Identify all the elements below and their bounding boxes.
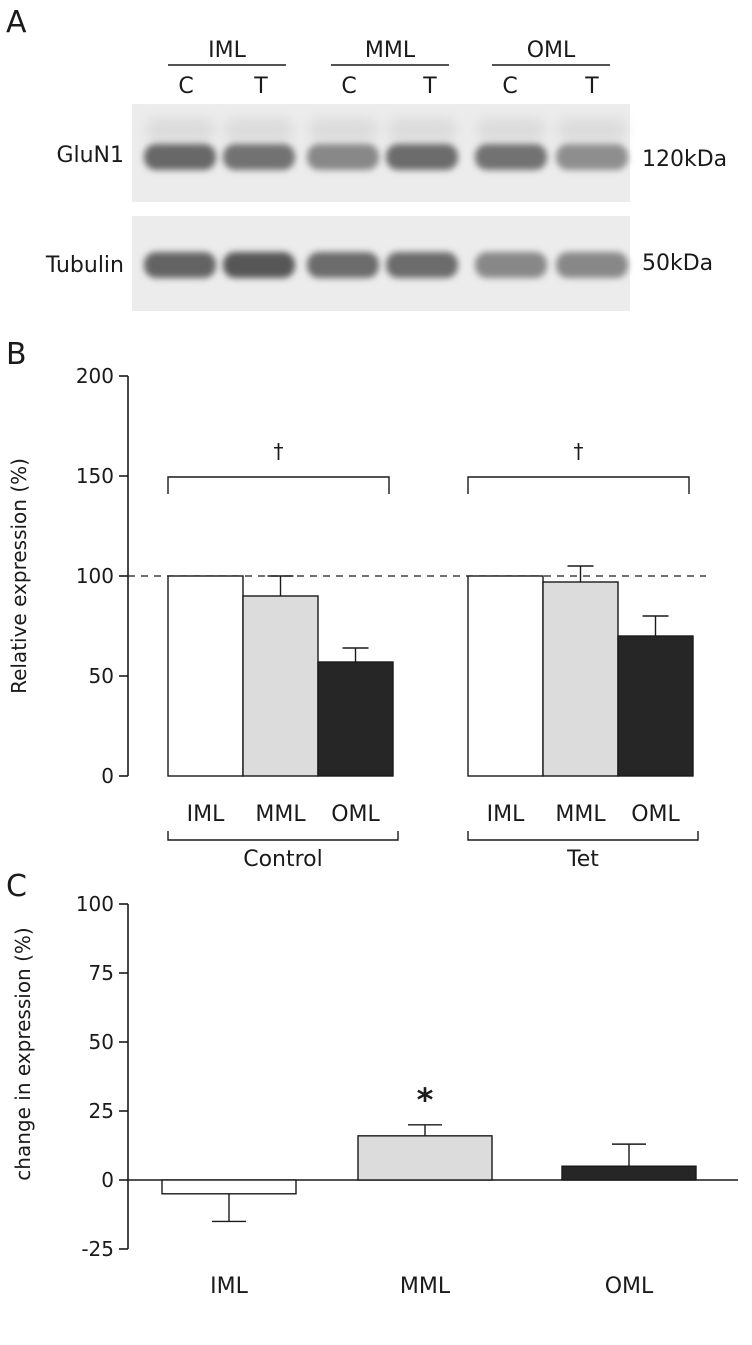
lane-group-label: MML xyxy=(365,38,416,63)
blot-band xyxy=(556,144,628,170)
significance-bracket xyxy=(167,476,390,494)
molecular-weight-label: 120kDa xyxy=(642,147,727,172)
category-label-b: OML xyxy=(631,802,680,827)
lane-group-label: OML xyxy=(527,38,576,63)
category-label-c: IML xyxy=(210,1274,248,1299)
chart-b: 0 50 100 150 200 IML MML OML † Control IML MML OML † T… xyxy=(76,364,706,872)
blot-band xyxy=(144,144,216,170)
blot-band xyxy=(475,252,547,278)
y-tick-label-b: 200 xyxy=(76,364,114,388)
category-label-b: MML xyxy=(555,802,606,827)
blots: GluN1 120kDa Tubulin 50kDa xyxy=(45,104,727,311)
blot-band xyxy=(386,144,458,170)
blot-smear xyxy=(309,118,377,142)
group-label: Tet xyxy=(566,847,599,872)
category-label-c: OML xyxy=(605,1274,654,1299)
blot-band xyxy=(556,252,628,278)
blot-band xyxy=(475,144,547,170)
y-axis-title-c: change in expression (%) xyxy=(11,927,35,1180)
category-label-b: OML xyxy=(331,802,380,827)
bar-b xyxy=(617,635,694,777)
bar-b xyxy=(467,575,544,777)
blot-smear xyxy=(388,118,456,142)
bar-c xyxy=(357,1135,493,1181)
category-label-c: MML xyxy=(400,1274,451,1299)
significance-asterisk: * xyxy=(417,1081,434,1119)
bar-c xyxy=(161,1179,297,1195)
blot-band xyxy=(144,252,216,278)
bar-c xyxy=(561,1165,697,1181)
blot-smear xyxy=(558,118,626,142)
blot-band xyxy=(386,252,458,278)
protein-label: Tubulin xyxy=(45,253,124,278)
blot-band xyxy=(223,252,295,278)
bar-b xyxy=(167,575,244,777)
category-label-b: IML xyxy=(487,802,525,827)
y-tick-label-b: 150 xyxy=(76,464,114,488)
protein-label: GluN1 xyxy=(56,143,124,168)
molecular-weight-label: 50kDa xyxy=(642,251,713,276)
y-tick-label-c: 75 xyxy=(89,961,114,985)
y-tick-label-b: 100 xyxy=(76,564,114,588)
significance-dagger: † xyxy=(574,439,584,463)
lane-group-label: IML xyxy=(208,38,246,63)
lane-label: C xyxy=(178,74,193,99)
blot-smear xyxy=(477,118,545,142)
group-bracket xyxy=(167,831,399,841)
y-tick-label-c: 50 xyxy=(89,1030,114,1054)
group-label: Control xyxy=(243,847,323,872)
group-bracket xyxy=(467,831,699,841)
y-axis-title-b: Relative expression (%) xyxy=(7,458,31,694)
bar-b xyxy=(542,581,619,777)
y-tick-label-c: -25 xyxy=(81,1237,114,1261)
blot-smear xyxy=(146,118,214,142)
lane-label: C xyxy=(502,74,517,99)
panel-letter-b: B xyxy=(6,337,27,372)
blot-band xyxy=(223,144,295,170)
significance-dagger: † xyxy=(274,439,284,463)
blot-band xyxy=(307,144,379,170)
blot-band xyxy=(307,252,379,278)
blot-smear xyxy=(225,118,293,142)
category-label-b: IML xyxy=(187,802,225,827)
panel-letter-c: C xyxy=(6,869,27,904)
y-tick-label-c: 100 xyxy=(76,892,114,916)
y-tick-label-b: 0 xyxy=(101,764,114,788)
category-label-b: MML xyxy=(255,802,306,827)
lane-label: T xyxy=(422,74,437,99)
y-tick-label-c: 25 xyxy=(89,1099,114,1123)
y-tick-label-c: 0 xyxy=(101,1168,114,1192)
panel-letter-a: A xyxy=(6,5,27,40)
panel-b: B Relative expression (%) 0 50 100 150 200 IM… xyxy=(6,337,706,872)
y-tick-label-b: 50 xyxy=(89,664,114,688)
bar-b xyxy=(317,661,394,777)
chart-c: -25 0 25 50 75 100 IML * MML OML xyxy=(76,892,738,1299)
lane-label: C xyxy=(341,74,356,99)
bar-b xyxy=(242,595,319,777)
panel-c: C change in expression (%) -25 0 25 50 75 100… xyxy=(6,869,738,1299)
lane-label: T xyxy=(584,74,599,99)
significance-bracket xyxy=(467,476,690,494)
lane-label: T xyxy=(253,74,268,99)
